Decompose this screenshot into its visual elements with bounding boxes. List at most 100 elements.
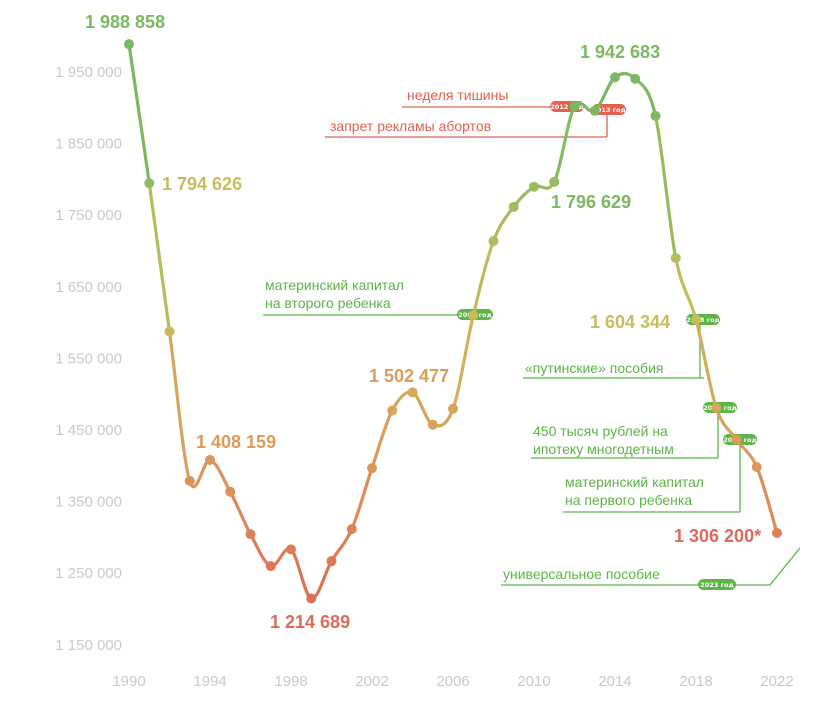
y-tick-label: 1 250 000 [55, 565, 122, 582]
data-label: 1 214 689 [270, 612, 350, 632]
x-tick-label: 2018 [679, 673, 712, 690]
data-labels: 1 988 858 1 794 626 1 408 159 1 214 689 1 50… [85, 12, 761, 632]
data-point [610, 72, 620, 83]
data-point [407, 387, 418, 398]
annotation-text: универсальное пособие [503, 566, 660, 582]
data-point [265, 561, 276, 572]
series-line-segment [329, 527, 354, 563]
year-badge-text: 2012 год [550, 103, 583, 111]
data-point [184, 475, 195, 486]
series-line-segment [674, 256, 698, 322]
data-point [306, 593, 317, 604]
series-line-segment [147, 181, 172, 334]
data-point [508, 201, 519, 212]
series-line-segment [350, 466, 374, 531]
annotation-text: 450 тысяч рублей на [533, 423, 668, 439]
data-label: 1 604 344 [590, 312, 670, 332]
annotation: универсальное пособие 2023 год [501, 547, 801, 590]
annotation-text: материнский капитал [265, 277, 404, 293]
data-point [205, 454, 215, 465]
series-line-segment [228, 490, 253, 536]
series-line-segment [208, 458, 232, 494]
series-line-segment [370, 408, 394, 470]
year-badge-text: 2013 год [592, 106, 625, 114]
x-tick-label: 2022 [760, 673, 793, 690]
x-tick-label: 1994 [193, 673, 226, 690]
data-point [164, 326, 175, 337]
y-tick-label: 1 850 000 [55, 136, 122, 153]
data-point [731, 434, 742, 445]
data-point [427, 419, 438, 430]
series-line-segment [491, 205, 516, 243]
data-point [711, 402, 722, 413]
x-tick-label: 2014 [598, 673, 631, 690]
annotation-text: на второго ребенка [265, 295, 391, 311]
x-tick-label: 1998 [274, 673, 307, 690]
series-line-segment [289, 547, 313, 601]
series-line-segment [653, 114, 678, 260]
x-axis-ticks: 1990 1994 1998 2002 2006 2010 2014 2018 2022 [112, 673, 793, 690]
data-label: 1 306 200* [674, 526, 761, 546]
series-line-segment [309, 559, 334, 601]
data-point [691, 314, 701, 325]
x-tick-label: 2010 [517, 673, 550, 690]
data-label: 1 408 159 [196, 432, 276, 452]
y-tick-label: 1 150 000 [55, 637, 122, 654]
annotation-text: запрет рекламы абортов [330, 118, 491, 134]
data-point [670, 252, 681, 263]
data-point [488, 236, 499, 247]
data-point [650, 110, 661, 121]
data-point [367, 463, 377, 474]
y-tick-label: 1 550 000 [55, 350, 122, 367]
data-point [326, 556, 337, 567]
annotation-text: ипотеку многодетным [533, 441, 674, 457]
data-label: 1 988 858 [85, 12, 165, 32]
data-label: 1 502 477 [369, 366, 449, 386]
data-point [589, 105, 600, 116]
annotation-connector [769, 547, 801, 586]
x-tick-label: 1990 [112, 673, 145, 690]
data-point [346, 524, 357, 535]
annotation-text: на первого ребенка [565, 492, 692, 508]
year-badge: 2013 год [592, 104, 626, 115]
annotation-text: «путинские» пособия [525, 360, 663, 376]
data-label: 1 794 626 [162, 174, 242, 194]
year-badge: 2023 год [698, 579, 736, 590]
data-point [225, 486, 236, 497]
year-badge-bg [592, 104, 626, 115]
annotation: запрет рекламы абортов 2013 год [325, 104, 626, 138]
data-point [569, 101, 580, 112]
annotation-text: неделя тишины [407, 87, 508, 103]
year-badge-text: 2023 год [700, 581, 733, 589]
series-line-segment [248, 532, 273, 568]
series-line-segment [552, 104, 577, 184]
x-tick-label: 2002 [355, 673, 388, 690]
data-points [124, 39, 782, 604]
y-tick-label: 1 750 000 [55, 207, 122, 224]
y-tick-label: 1 650 000 [55, 279, 122, 296]
y-tick-label: 1 350 000 [55, 494, 122, 511]
data-point [144, 178, 155, 189]
data-point [124, 39, 134, 50]
data-point [286, 544, 296, 555]
series-line-segment [471, 239, 496, 317]
series-line-segment [127, 42, 151, 185]
data-point [387, 405, 398, 416]
series-line-segment [755, 465, 779, 535]
x-tick-label: 2006 [436, 673, 469, 690]
data-point [529, 181, 539, 192]
annotation-text: материнский капитал [565, 474, 704, 490]
series-line-segment [451, 313, 475, 411]
series-line-segment [410, 390, 435, 427]
series-line-segment [694, 317, 718, 410]
data-point [468, 310, 479, 321]
data-point [751, 462, 762, 473]
data-point [630, 73, 641, 84]
y-tick-label: 1 450 000 [55, 422, 122, 439]
series-line-segment [633, 77, 658, 118]
